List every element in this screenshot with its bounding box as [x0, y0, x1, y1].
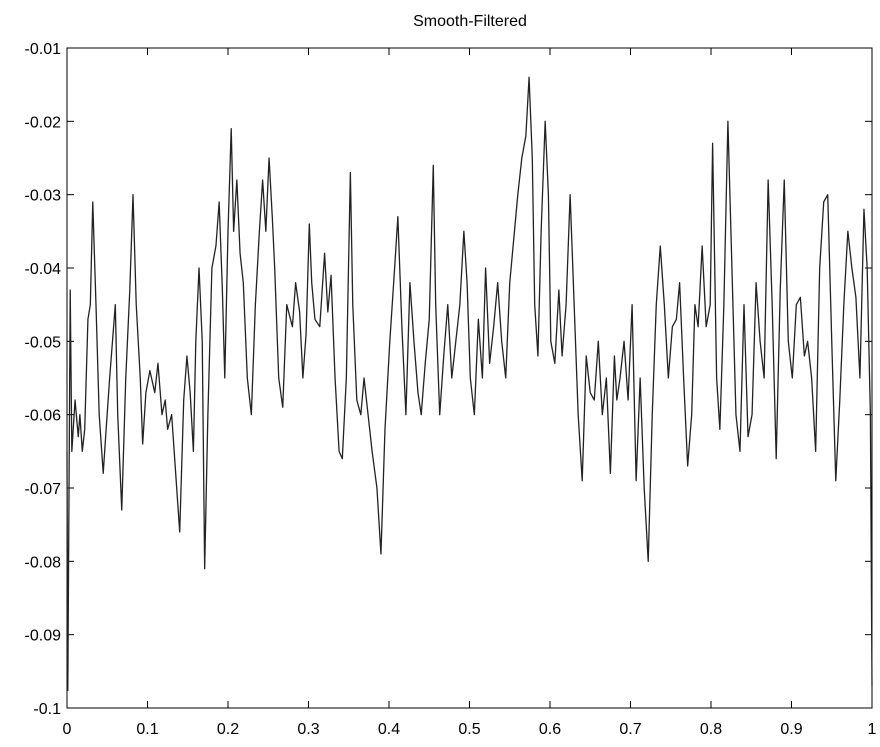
- x-tick-label: 0.8: [700, 721, 722, 738]
- plot-frame: [66, 47, 873, 709]
- x-tick-label: 0.6: [539, 721, 561, 738]
- y-tick-label: -0.07: [25, 481, 62, 498]
- x-tick-label: 0.9: [780, 721, 802, 738]
- y-tick-label: -0.02: [25, 114, 62, 131]
- x-tick-label: 0.7: [619, 721, 641, 738]
- y-tick-label: -0.09: [25, 628, 62, 645]
- y-tick-label: -0.1: [33, 701, 61, 718]
- x-tick-label: 0.1: [136, 721, 158, 738]
- x-tick-label: 0: [63, 721, 72, 738]
- x-tick-label: 0.2: [217, 721, 239, 738]
- y-tick-label: -0.03: [25, 188, 62, 205]
- x-tick-label: 0.4: [378, 721, 400, 738]
- x-tick-label: 1: [868, 721, 877, 738]
- y-tick-label: -0.01: [25, 41, 62, 58]
- x-tick-label: 0.3: [297, 721, 319, 738]
- chart-title: Smooth-Filtered: [413, 13, 527, 30]
- x-tick-label: 0.5: [458, 721, 480, 738]
- y-tick-label: -0.05: [25, 334, 62, 351]
- y-tick-label: -0.06: [25, 408, 62, 425]
- y-tick-label: -0.08: [25, 554, 62, 571]
- y-tick-label: -0.04: [25, 261, 62, 278]
- signal-line: [66, 76, 873, 692]
